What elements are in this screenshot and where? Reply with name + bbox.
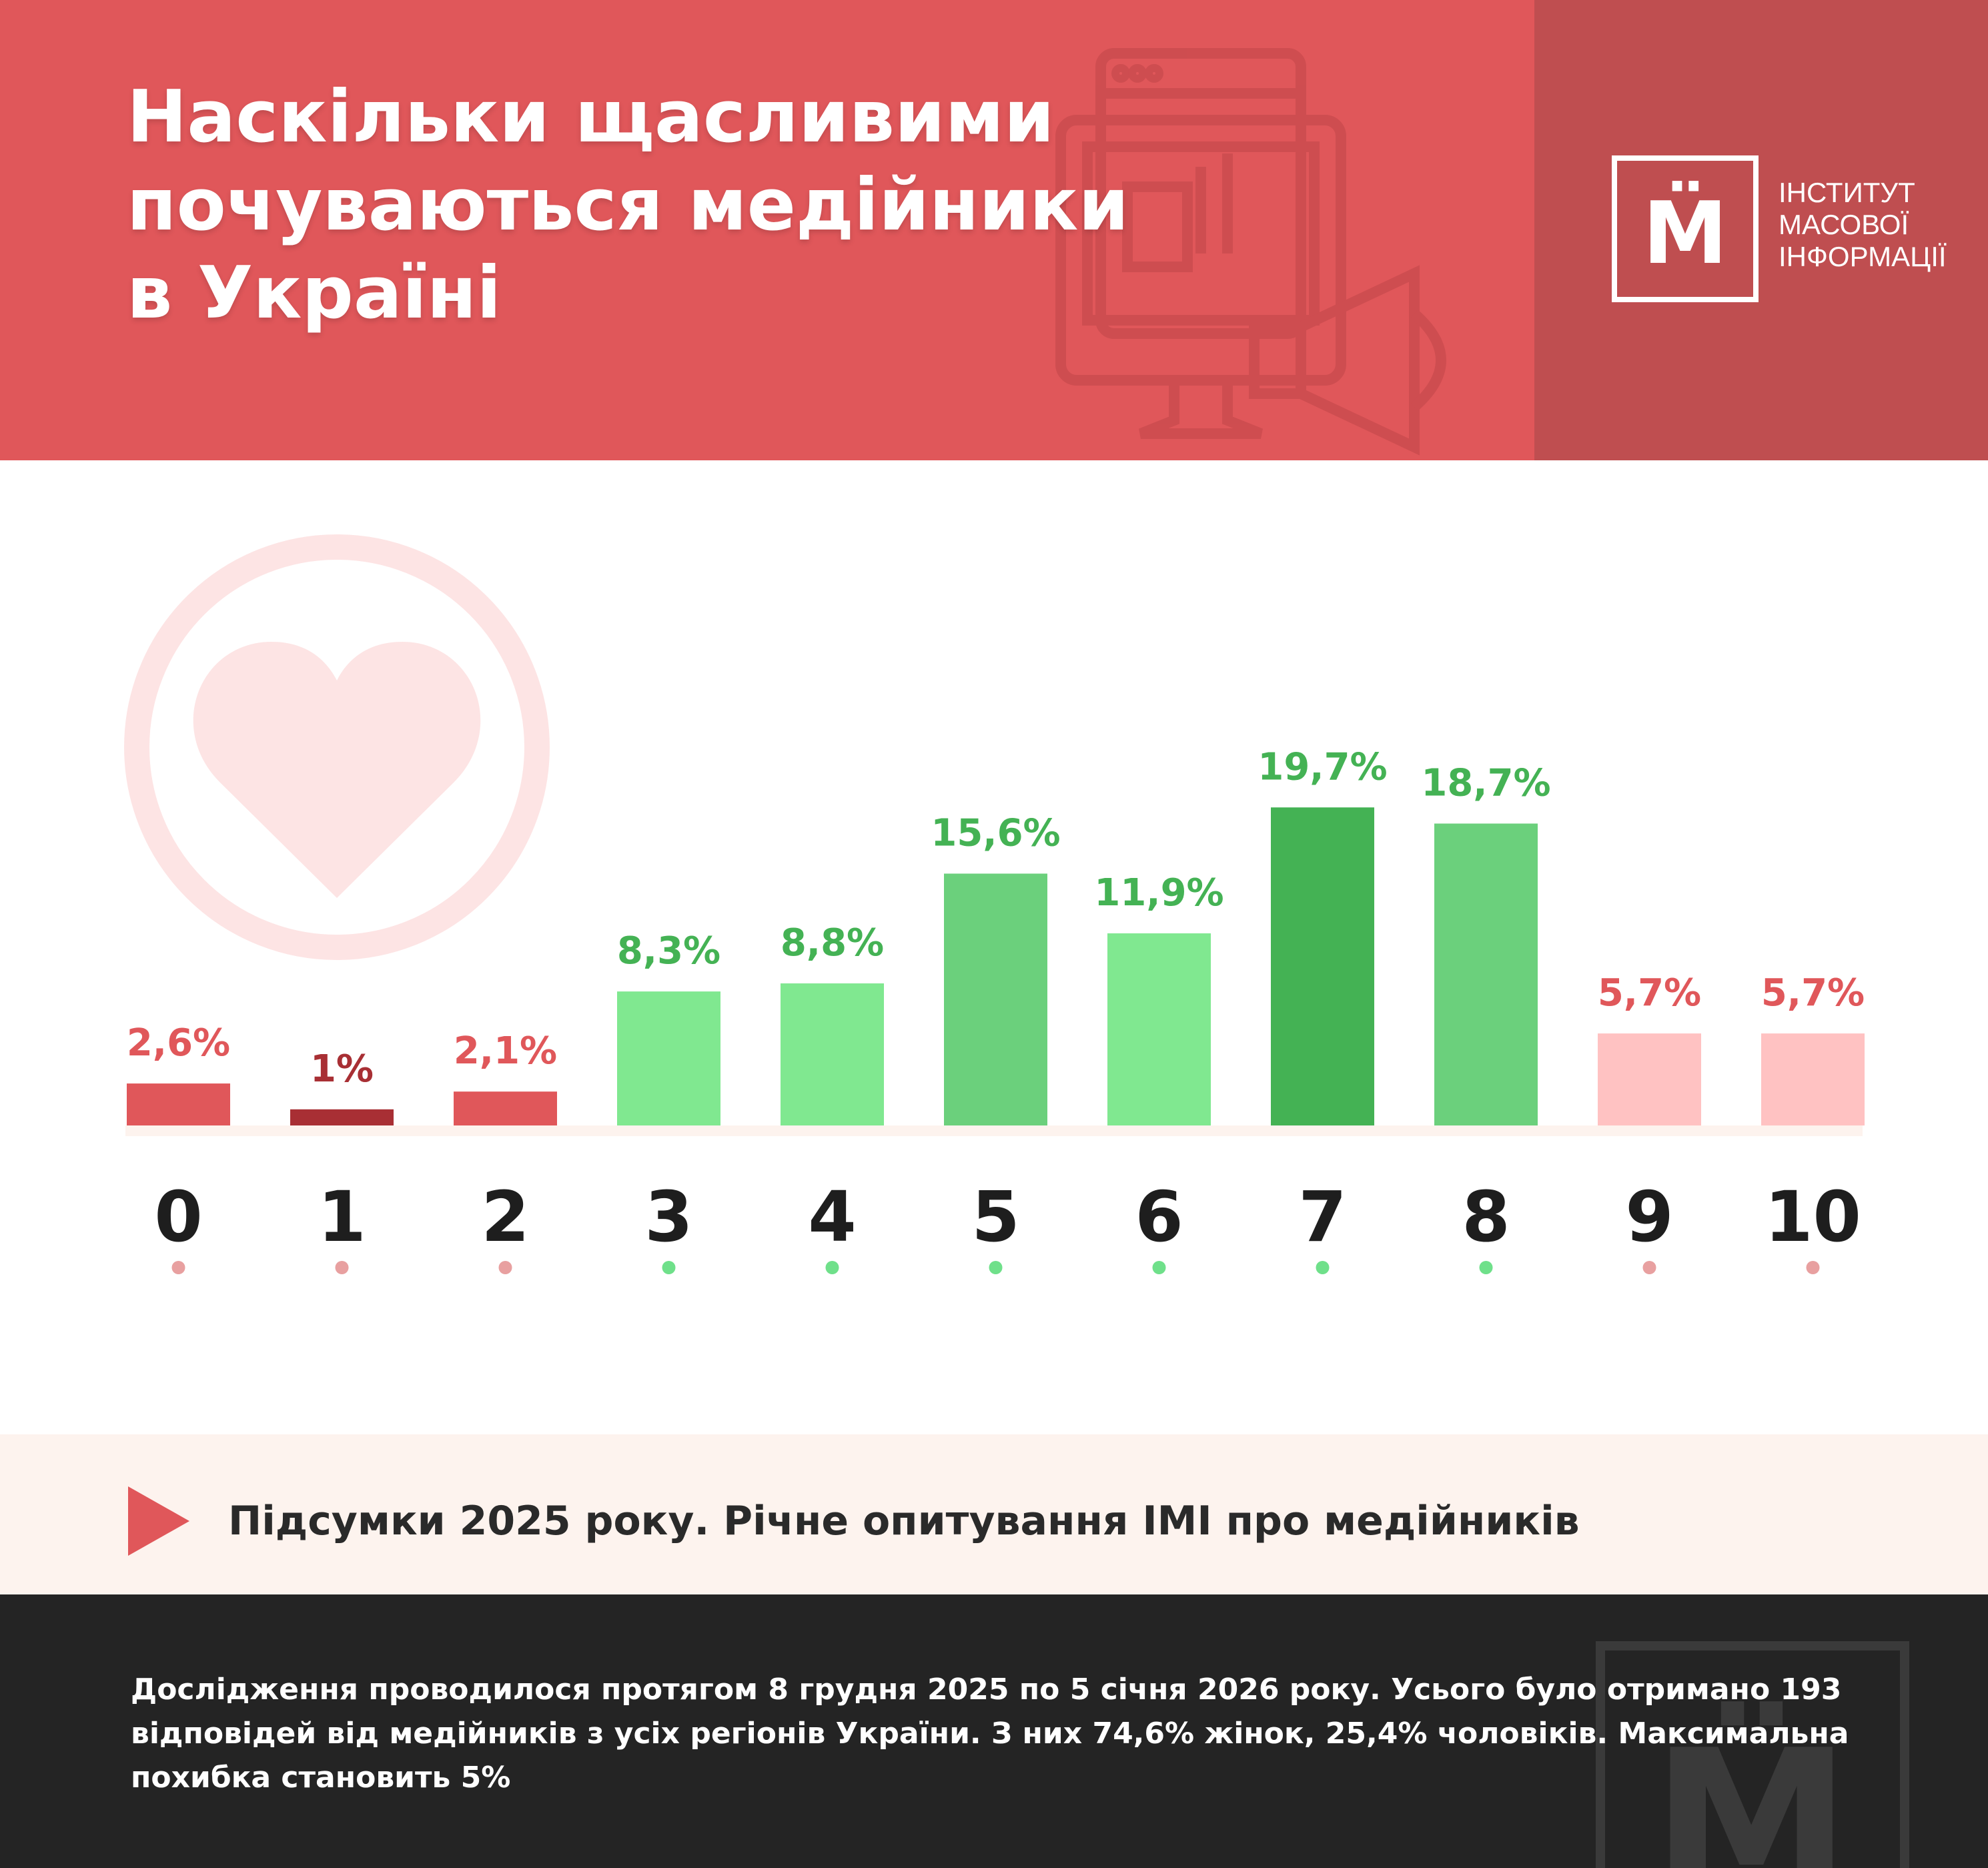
tick-dot-0: [171, 1261, 185, 1274]
value-label-10: 5,7%: [1761, 971, 1865, 1015]
title-line-3: в Україні: [127, 252, 502, 335]
tick-dot-5: [989, 1261, 1003, 1274]
value-label-3: 8,3%: [617, 929, 720, 973]
footer-logo-letter: М̈: [1652, 1707, 1851, 1868]
x-tick-3: 3: [644, 1176, 692, 1258]
bar-10: [1761, 1033, 1865, 1125]
x-tick-1: 1: [318, 1176, 366, 1258]
logo-line-1: ІНСТИТУТ: [1779, 177, 1915, 208]
value-label-7: 19,7%: [1258, 745, 1387, 789]
value-label-1: 1%: [310, 1047, 374, 1091]
value-label-8: 18,7%: [1421, 761, 1550, 805]
page-title: Наскільки щасливими почуваються медійник…: [127, 73, 1129, 338]
baseline: [125, 1125, 1863, 1136]
tick-dot-1: [335, 1261, 349, 1274]
logo-line-2: МАСОВОЇ: [1779, 209, 1909, 240]
bar-6: [1107, 933, 1211, 1125]
methodology-text: Дослідження проводилося протягом 8 грудн…: [131, 1673, 1849, 1795]
x-tick-8: 8: [1462, 1176, 1510, 1258]
bar-7: [1271, 807, 1374, 1125]
value-label-2: 2,1%: [454, 1029, 557, 1073]
bar-5: [944, 873, 1047, 1125]
value-label-5: 15,6%: [931, 811, 1060, 855]
imi-logo: М̈: [1612, 155, 1759, 302]
footer-logo-watermark: М̈: [1596, 1641, 1909, 1868]
summary-text: Підсумки 2025 року. Річне опитування ІМІ…: [228, 1498, 1580, 1544]
tick-dot-2: [498, 1261, 512, 1274]
bars: 2,6% 0 1% 1 2,1% 2 8,3% 3 8,8% 4 15,6% 5 11,9% 6 19,7%…: [127, 745, 1865, 1274]
header-logo-panel: [1534, 0, 1988, 460]
title-line-2: почуваються медійники: [127, 163, 1129, 247]
bar-4: [781, 983, 884, 1125]
logo-letter: М̈: [1642, 184, 1728, 284]
x-tick-4: 4: [808, 1176, 856, 1258]
x-tick-7: 7: [1298, 1176, 1346, 1258]
tick-dot-6: [1152, 1261, 1166, 1274]
x-tick-6: 6: [1135, 1176, 1183, 1258]
title-line-1: Наскільки щасливими: [127, 75, 1055, 159]
bar-2: [454, 1091, 557, 1125]
value-label-9: 5,7%: [1598, 971, 1701, 1015]
bar-9: [1598, 1033, 1701, 1125]
x-tick-0: 0: [154, 1176, 202, 1258]
bar-8: [1434, 823, 1538, 1125]
x-tick-2: 2: [481, 1176, 529, 1258]
value-label-0: 2,6%: [127, 1021, 230, 1065]
header: Наскільки щасливими почуваються медійник…: [0, 0, 1988, 460]
media-illustration-icon: [1055, 48, 1446, 456]
heart-icon: [124, 534, 550, 960]
x-tick-10: 10: [1765, 1176, 1861, 1258]
bar-chart: 2,6% 0 1% 1 2,1% 2 8,3% 3 8,8% 4 15,6% 5 11,9% 6 19,7%…: [124, 534, 1865, 1274]
logo-line-3: ІНФОРМАЦІЇ: [1779, 241, 1947, 272]
bar-0: [127, 1083, 230, 1125]
x-tick-5: 5: [971, 1176, 1019, 1258]
tick-dot-4: [825, 1261, 839, 1274]
tick-dot-9: [1642, 1261, 1656, 1274]
bar-3: [617, 991, 720, 1125]
logo-caption: ІНСТИТУТ МАСОВОЇ ІНФОРМАЦІЇ: [1779, 177, 1947, 273]
summary-band: [0, 1434, 1988, 1594]
tick-dot-8: [1479, 1261, 1493, 1274]
tick-dot-10: [1806, 1261, 1820, 1274]
x-tick-9: 9: [1625, 1176, 1673, 1258]
tick-dot-3: [662, 1261, 676, 1274]
value-label-4: 8,8%: [781, 921, 884, 965]
value-label-6: 11,9%: [1094, 871, 1223, 915]
play-triangle-icon: [128, 1486, 189, 1556]
tick-dot-7: [1316, 1261, 1330, 1274]
footer: М̈ Дослідження проводилося протягом 8 гр…: [0, 1594, 1988, 1868]
bar-1: [290, 1109, 394, 1125]
